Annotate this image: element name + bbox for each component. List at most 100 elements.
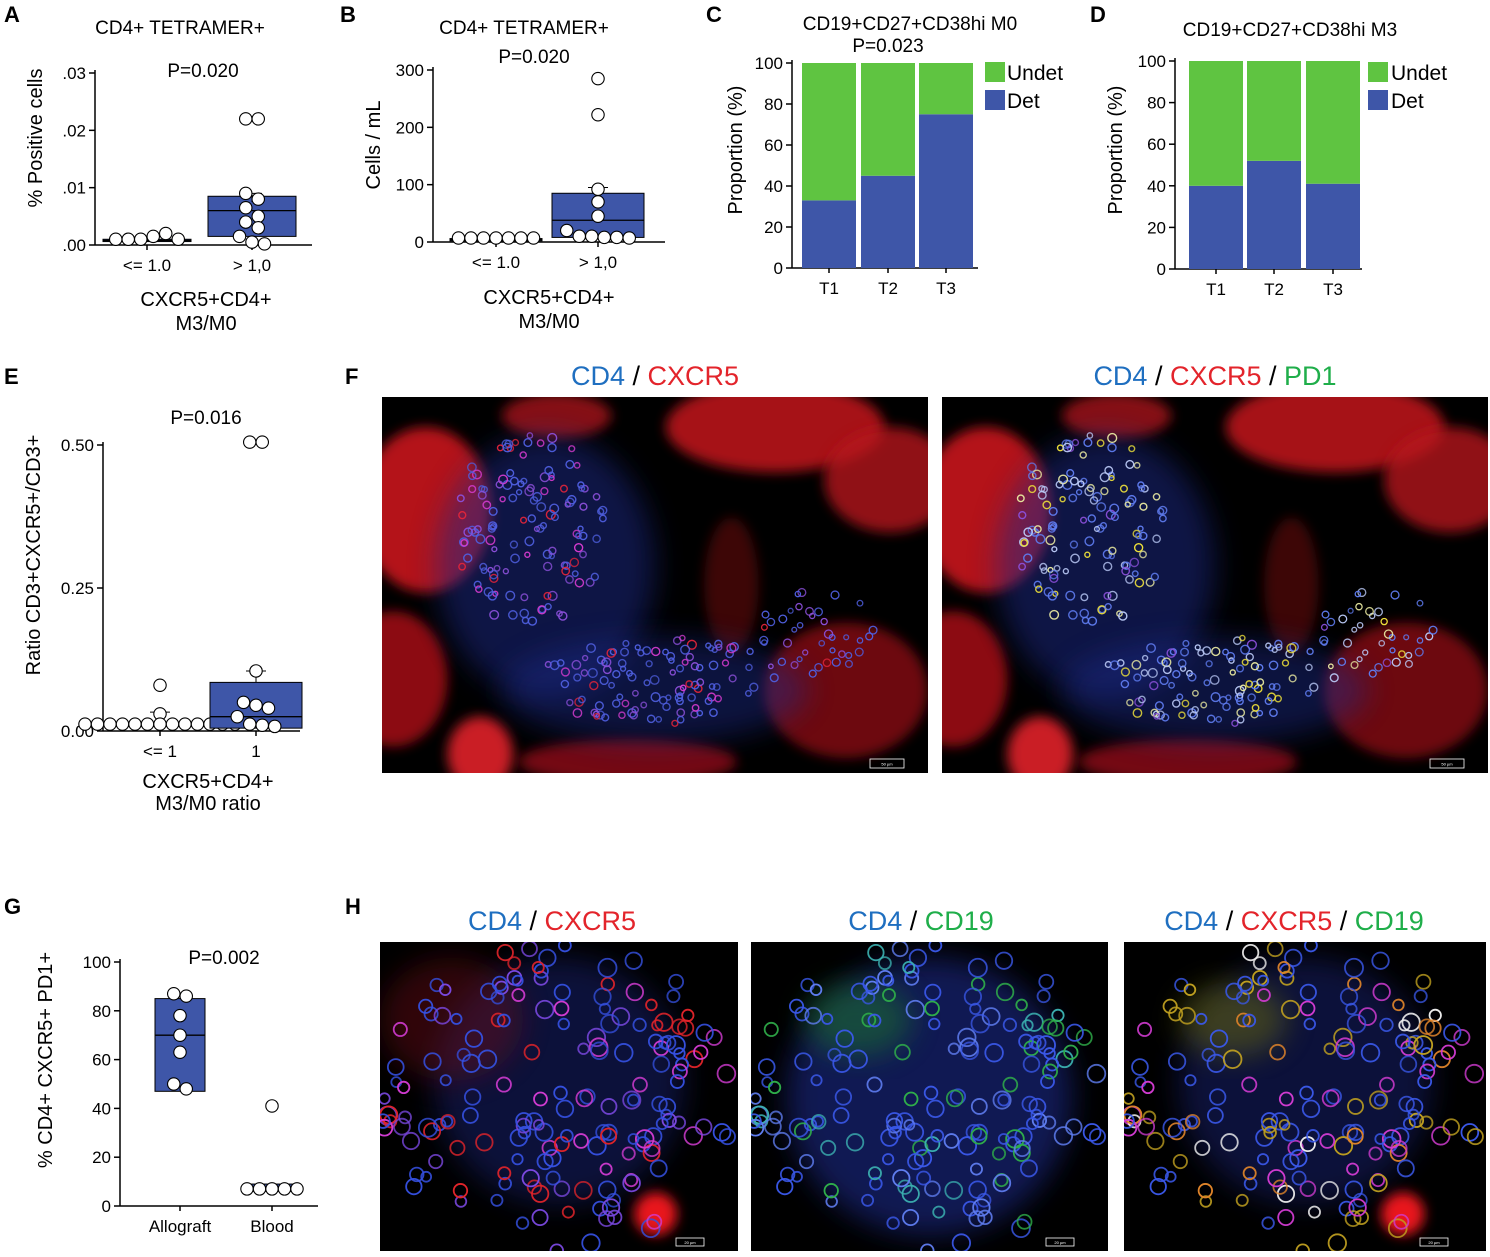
cell xyxy=(1028,484,1037,494)
cell xyxy=(405,1177,423,1196)
chart-B-point xyxy=(476,231,491,245)
cell xyxy=(831,657,841,667)
cell xyxy=(1035,533,1046,545)
cell xyxy=(1368,1146,1383,1161)
cell xyxy=(1016,1213,1033,1230)
cell xyxy=(796,621,804,629)
cell xyxy=(621,699,630,708)
cell xyxy=(601,713,610,722)
cell xyxy=(556,610,563,618)
micrograph-h-left-content xyxy=(380,942,737,1251)
cell xyxy=(489,573,499,584)
cell xyxy=(1391,657,1401,667)
cell xyxy=(1033,580,1042,589)
legend-d-det-label: Det xyxy=(1391,90,1424,113)
cell xyxy=(1338,614,1348,624)
cell xyxy=(655,716,663,723)
cell xyxy=(1299,1085,1314,1101)
cell xyxy=(571,570,579,578)
cell xyxy=(991,1146,1007,1161)
cell xyxy=(1418,1018,1436,1035)
cell xyxy=(544,465,554,475)
cell xyxy=(428,1153,444,1170)
micrograph-label-cd19: CD19 xyxy=(925,906,994,936)
chart-B-point xyxy=(514,231,528,245)
cell xyxy=(787,607,794,614)
cell xyxy=(524,536,535,547)
cell xyxy=(565,459,575,469)
legend-c-det-label: Det xyxy=(1007,90,1040,113)
cell xyxy=(814,662,823,672)
cell xyxy=(1424,1019,1442,1037)
cell-cluster-glow xyxy=(804,982,912,1057)
cell xyxy=(1023,527,1034,537)
cell xyxy=(932,1205,946,1219)
chart-A-point xyxy=(251,209,266,224)
cell xyxy=(1084,536,1095,547)
chart-G-point xyxy=(265,1099,279,1113)
cell xyxy=(558,611,568,621)
cell xyxy=(1104,465,1114,475)
cell xyxy=(1419,1063,1436,1080)
cell xyxy=(1140,484,1149,493)
cell xyxy=(1131,570,1139,578)
cell xyxy=(1125,575,1134,584)
cell xyxy=(861,990,876,1005)
cell xyxy=(1120,679,1130,689)
cell xyxy=(521,942,538,958)
cell xyxy=(643,1140,661,1158)
chart-E-point xyxy=(103,717,117,731)
cell xyxy=(423,1006,439,1022)
cell xyxy=(1245,680,1254,688)
cell xyxy=(1100,486,1109,496)
cell xyxy=(1401,1012,1421,1032)
cell xyxy=(866,1076,883,1093)
cell xyxy=(992,1173,1012,1193)
cell xyxy=(1088,1128,1106,1146)
cell xyxy=(721,659,730,667)
cell xyxy=(611,699,621,708)
cell xyxy=(861,1193,875,1207)
cell xyxy=(1191,705,1199,714)
cell xyxy=(509,540,519,549)
chart-C-y-tick-label: 60 xyxy=(764,136,783,155)
cell xyxy=(511,974,524,987)
panel-c-title: CD19+CD27+CD38hi M0 xyxy=(803,14,1017,35)
chart-C-x-tick-label: T3 xyxy=(936,279,956,298)
cell xyxy=(1126,494,1137,505)
cell xyxy=(1153,1166,1169,1183)
cell xyxy=(685,680,694,688)
cell xyxy=(695,1118,713,1136)
cell xyxy=(543,591,552,600)
cell xyxy=(1020,539,1029,547)
cell xyxy=(1084,486,1095,497)
cell xyxy=(464,1029,484,1048)
cell xyxy=(1178,1006,1196,1025)
cell xyxy=(1372,982,1391,1002)
chart-B-point xyxy=(591,107,605,122)
cell xyxy=(1172,669,1181,679)
cell xyxy=(1172,1153,1188,1170)
cell xyxy=(517,1125,532,1140)
cell xyxy=(671,1063,688,1080)
chart-E-point xyxy=(267,719,282,734)
cell xyxy=(511,1153,524,1166)
cell xyxy=(550,513,559,522)
micrograph-label-separator: / xyxy=(1147,361,1170,391)
cell xyxy=(1256,988,1271,1002)
micrograph-f-right: 50 µm xyxy=(942,397,1488,773)
cell xyxy=(675,664,685,673)
cell xyxy=(420,1170,433,1183)
cell xyxy=(496,1013,511,1028)
cell xyxy=(763,1117,782,1136)
cell xyxy=(593,712,601,720)
panel-a-pvalue: P=0.020 xyxy=(167,61,238,82)
cell xyxy=(1307,1205,1321,1219)
cell xyxy=(1398,1019,1411,1032)
chart-G-point xyxy=(252,1182,267,1196)
cell xyxy=(1357,587,1367,598)
chart-E-point xyxy=(165,717,180,731)
cell xyxy=(1209,1088,1227,1106)
chart-A-point xyxy=(239,186,253,201)
